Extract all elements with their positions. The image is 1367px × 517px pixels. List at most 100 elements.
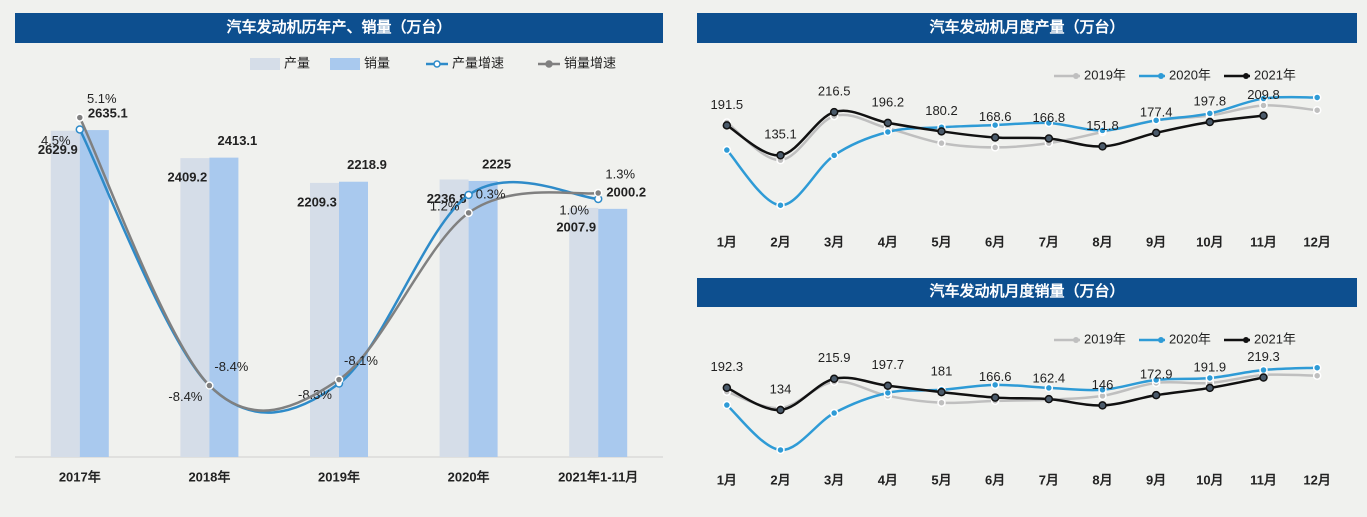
x-tick-label: 11月	[1250, 472, 1277, 487]
point	[990, 380, 1000, 390]
point	[937, 127, 946, 136]
point	[722, 400, 732, 410]
line	[726, 104, 1318, 162]
point	[1312, 105, 1322, 115]
bar	[598, 208, 628, 457]
legend-swatch	[250, 58, 280, 70]
x-tick-label: 2020年	[448, 469, 490, 484]
x-tick-label: 1月	[717, 234, 737, 249]
data-label: -8.1%	[344, 353, 378, 368]
point	[1098, 385, 1107, 395]
point	[829, 151, 839, 160]
point	[937, 387, 946, 397]
legend-label: 2020年	[1169, 67, 1211, 82]
point	[883, 388, 893, 398]
data-label: 2218.9	[347, 157, 387, 172]
point	[937, 398, 946, 407]
data-label: 2236.8	[427, 191, 467, 206]
legend-swatch	[1243, 337, 1249, 343]
point	[1259, 373, 1268, 382]
point	[334, 375, 344, 384]
x-tick-label: 2019年	[318, 469, 360, 484]
point	[1151, 116, 1161, 125]
point	[937, 138, 946, 148]
x-tick-label: 4月	[878, 472, 898, 487]
legend-swatch	[1073, 73, 1079, 79]
legend-swatch	[1243, 73, 1249, 79]
x-tick-label: 8月	[1092, 472, 1112, 487]
data-label: 192.3	[711, 359, 744, 374]
data-label: 191.9	[1194, 359, 1227, 374]
data-label: 1.0%	[559, 202, 589, 217]
x-tick-label: 1月	[717, 472, 737, 487]
point	[1044, 118, 1054, 128]
data-label: 2409.2	[168, 170, 208, 185]
point	[1151, 390, 1161, 400]
title-bar	[15, 13, 663, 43]
data-label: 209.8	[1247, 87, 1280, 102]
point	[883, 127, 893, 137]
point	[776, 445, 785, 455]
chart-title: 汽车发动机月度销量（万台）	[929, 282, 1124, 300]
point	[1151, 375, 1161, 385]
title-bar	[697, 278, 1357, 307]
x-tick-label: 11月	[1250, 234, 1277, 249]
x-tick-label: 2月	[770, 472, 790, 487]
data-label: 2209.3	[297, 194, 337, 209]
point	[1312, 93, 1322, 102]
x-tick-label: 9月	[1146, 234, 1166, 249]
data-label: 216.5	[818, 84, 851, 99]
x-tick-label: 9月	[1146, 472, 1166, 487]
data-label: 177.4	[1140, 104, 1173, 119]
x-tick-label: 2017年	[59, 469, 101, 484]
data-label: 2000.2	[606, 184, 646, 199]
x-tick-label: 2018年	[188, 469, 230, 484]
legend-label: 2021年	[1254, 67, 1296, 82]
x-tick-label: 3月	[824, 472, 844, 487]
point	[205, 381, 214, 390]
data-label: 215.9	[818, 350, 851, 365]
data-label: 0.3%	[476, 186, 506, 201]
data-label: 146	[1092, 377, 1114, 392]
bar	[569, 207, 599, 457]
point	[776, 151, 785, 160]
data-label: 219.3	[1247, 349, 1280, 364]
x-tick-label: 12月	[1303, 472, 1330, 487]
legend-label: 2019年	[1084, 67, 1126, 82]
data-label: 2629.9	[38, 142, 78, 157]
x-tick-label: 6月	[985, 472, 1005, 487]
legend-label: 2020年	[1169, 331, 1211, 346]
point	[1205, 117, 1215, 127]
legend-swatch	[433, 60, 441, 68]
point	[990, 120, 1000, 130]
bar	[339, 181, 368, 457]
point	[75, 125, 85, 134]
x-tick-label: 3月	[824, 234, 844, 249]
legend-label: 销量	[364, 55, 390, 70]
point	[829, 374, 839, 384]
bar	[310, 182, 339, 457]
legend-swatch	[1158, 337, 1164, 343]
point	[464, 208, 473, 218]
bar	[209, 157, 239, 457]
point	[75, 113, 85, 122]
line	[725, 95, 1318, 207]
point	[829, 107, 839, 117]
legend-swatch	[545, 60, 553, 68]
data-label: 197.7	[872, 357, 905, 372]
point	[1259, 111, 1268, 120]
data-label: 166.8	[1033, 110, 1066, 125]
data-label: 151.8	[1086, 118, 1119, 133]
point	[1044, 134, 1054, 143]
legend-label: 2021年	[1254, 331, 1296, 346]
data-label: -8.4%	[168, 389, 202, 404]
point	[1259, 101, 1268, 110]
data-label: 162.4	[1033, 371, 1066, 386]
point	[722, 383, 732, 393]
x-tick-label: 7月	[1039, 472, 1059, 487]
x-tick-label: 5月	[931, 472, 951, 487]
bar	[79, 130, 109, 458]
point	[990, 393, 1000, 402]
bar	[468, 180, 498, 457]
